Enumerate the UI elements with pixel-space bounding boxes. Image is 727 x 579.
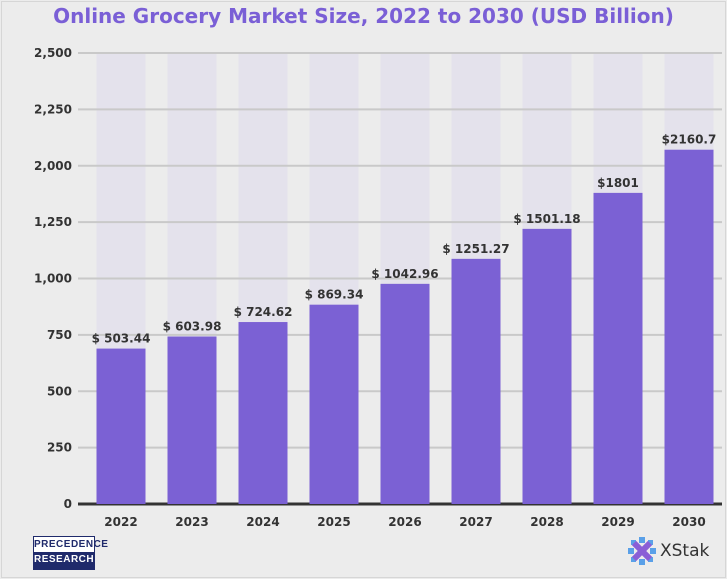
bar-2029: [593, 192, 643, 504]
bar-2025: [309, 304, 359, 504]
x-tick-label: 2022: [104, 515, 137, 529]
data-label: $ 503.44: [92, 332, 151, 346]
xstak-logo: XStak: [628, 537, 709, 565]
x-tick-label: 2026: [388, 515, 421, 529]
xstak-icon: [628, 537, 656, 565]
precedence-research-logo: PRECEDENCE RESEARCH: [33, 536, 108, 570]
chart-title: Online Grocery Market Size, 2022 to 2030…: [53, 4, 674, 28]
bar-2024: [238, 322, 288, 504]
x-tick-label: 2025: [317, 515, 350, 529]
data-label: $ 724.62: [234, 305, 293, 319]
data-label: $ 1251.27: [442, 242, 509, 256]
y-tick-label: 250: [47, 441, 72, 455]
bar-2022: [96, 348, 146, 504]
y-tick-label: 2,250: [34, 102, 72, 116]
x-tick-label: 2029: [601, 515, 634, 529]
y-tick-label: 750: [47, 328, 72, 342]
data-label: $1801: [597, 176, 639, 190]
data-label: $ 869.34: [305, 288, 364, 302]
data-label: $ 1042.96: [371, 267, 438, 281]
bar-2023: [167, 336, 217, 504]
data-label: $ 603.98: [163, 320, 222, 334]
y-tick-label: 1,000: [34, 272, 72, 286]
y-tick-label: 1,250: [34, 215, 72, 229]
xstak-logo-text: XStak: [660, 541, 710, 561]
y-tick-label: 2,000: [34, 159, 72, 173]
y-tick-label: 0: [64, 497, 72, 511]
bar-2030: [664, 149, 714, 504]
x-tick-label: 2027: [459, 515, 492, 529]
x-tick-label: 2024: [246, 515, 279, 529]
y-tick-label: 500: [47, 384, 72, 398]
y-tick-label: 2,500: [34, 46, 72, 60]
data-label: $2160.7: [662, 133, 717, 147]
bar-2028: [522, 228, 572, 504]
x-tick-label: 2030: [672, 515, 705, 529]
data-label: $ 1501.18: [513, 212, 580, 226]
bar-2027: [451, 258, 501, 504]
bar-2026: [380, 283, 430, 504]
x-tick-label: 2028: [530, 515, 563, 529]
x-tick-label: 2023: [175, 515, 208, 529]
